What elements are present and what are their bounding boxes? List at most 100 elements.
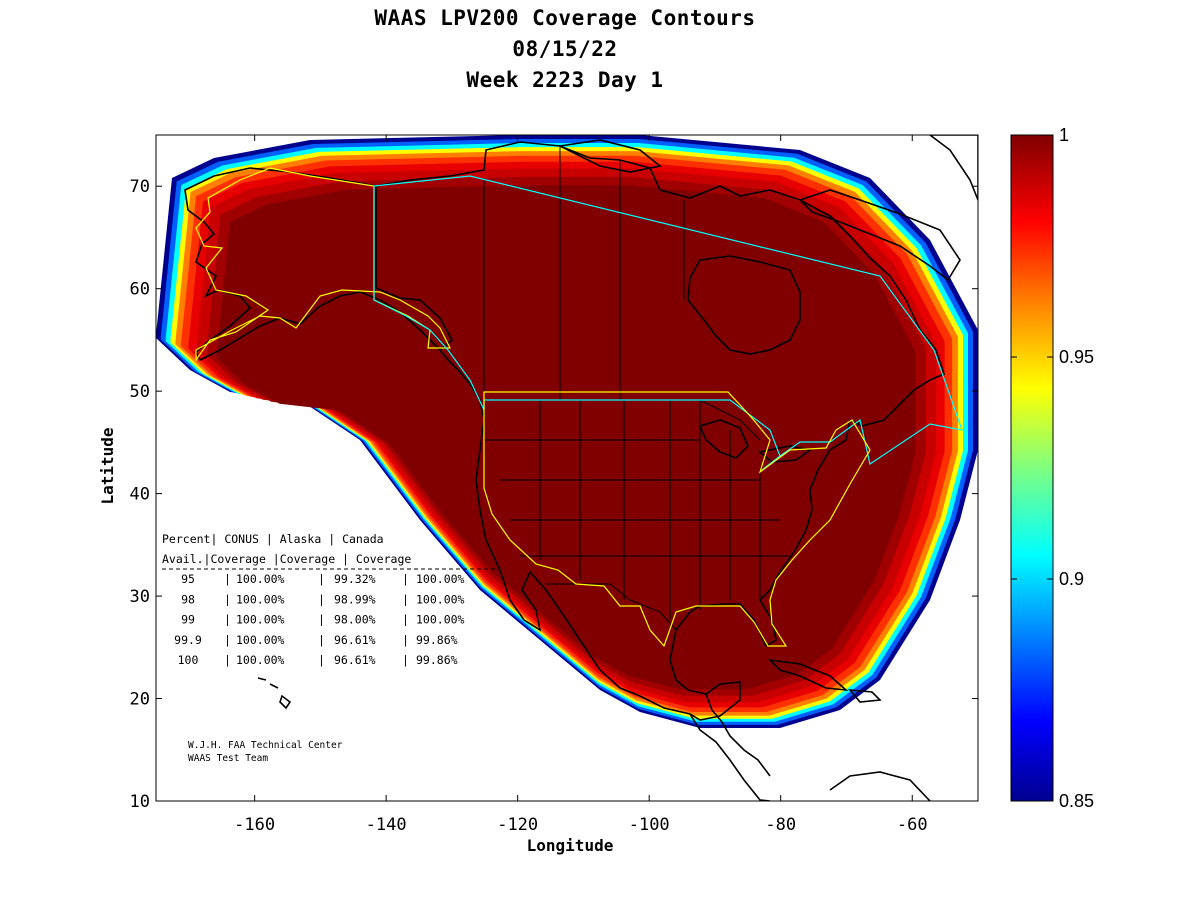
y-axis-ticks: 10 20 30 40 50 60 70 — [130, 177, 978, 812]
alaska-coast — [184, 167, 454, 362]
south-america-coast — [829, 771, 931, 801]
table-cell-pct: 100 — [178, 653, 199, 667]
y-tick-label-1: 20 — [130, 690, 150, 710]
arctic-island-coast — [557, 139, 662, 173]
table-cell-alaska: 98.99% — [334, 592, 376, 606]
y-tick-label-4: 50 — [130, 382, 150, 402]
table-cell-conus: 100.00% — [236, 613, 285, 627]
table-separator: | — [318, 653, 325, 667]
cb-tick-label-0: 1 — [1059, 125, 1069, 145]
hispaniola-coast — [848, 689, 882, 703]
table-row: 98 100.00% 98.99% 100.00% | | | — [181, 592, 464, 606]
x-tick-label-5: -60 — [897, 815, 928, 835]
table-row: 99.9 100.00% 96.61% 99.86% | | | — [174, 633, 457, 647]
coverage-band-9 — [216, 185, 916, 690]
chart-week: Week 2223 Day 1 — [466, 68, 664, 92]
coverage-contours — [156, 135, 978, 728]
table-separator: | — [318, 613, 325, 627]
y-tick-label-3: 40 — [130, 485, 150, 505]
region-boundaries — [195, 167, 963, 648]
x-axis-ticks: -160 -140 -120 -100 -80 -60 — [234, 135, 928, 835]
table-header-row-2: Avail.|Coverage |Coverage | Coverage — [162, 552, 411, 566]
table-row: 99 100.00% 98.00% 100.00% | | | — [181, 613, 464, 627]
table-separator: | — [224, 613, 231, 627]
table-separator: | — [318, 572, 325, 586]
hudson-bay-coast — [687, 255, 801, 355]
table-cell-conus: 100.00% — [236, 653, 285, 667]
x-tick-label-4: -80 — [765, 815, 796, 835]
y-tick-label-2: 30 — [130, 587, 150, 607]
coastline-outlines — [184, 135, 978, 801]
chart-title: WAAS LPV200 Coverage Contours — [374, 6, 756, 30]
table-cell-pct: 98 — [181, 592, 195, 606]
header-percent: Percent — [162, 532, 210, 546]
header-coverage-conus: Coverage — [210, 552, 265, 566]
x-tick-label-3: -100 — [629, 815, 670, 835]
table-separator: | — [224, 592, 231, 606]
table-cell-canada: 99.86% — [416, 653, 458, 667]
table-separator: | — [402, 592, 409, 606]
credit-line-2: WAAS Test Team — [188, 753, 268, 764]
cb-tick-label-2: 0.9 — [1059, 569, 1084, 589]
canada-province-lines — [483, 146, 685, 400]
cb-tick-label-3: 0.85 — [1059, 791, 1094, 811]
colorbar — [1010, 134, 1054, 802]
plot-frame — [155, 134, 979, 802]
table-cell-conus: 100.00% — [236, 633, 285, 647]
table-row: 100 100.00% 96.61% 99.86% | | | — [178, 653, 458, 667]
table-separator: | — [402, 613, 409, 627]
table-separator: | — [224, 653, 231, 667]
table-cell-canada: 100.00% — [416, 572, 465, 586]
state-lines-horizontal — [484, 439, 790, 557]
table-cell-pct: 99.9 — [174, 633, 202, 647]
chart-date: 08/15/22 — [512, 37, 618, 61]
header-canada: Canada — [342, 532, 384, 546]
table-cell-conus: 100.00% — [236, 572, 285, 586]
y-tick-label-5: 60 — [130, 280, 150, 300]
conus-boundary — [483, 391, 871, 648]
central-america-east-coast — [705, 693, 771, 777]
y-tick-label-6: 70 — [130, 177, 150, 197]
table-separator: | — [318, 592, 325, 606]
coverage-stats-table: Percent| CONUS | Alaska | Canada Avail.|… — [162, 532, 500, 667]
header-alaska: Alaska — [280, 532, 322, 546]
y-tick-label-0: 10 — [130, 792, 150, 812]
table-row: 95 100.00% 99.32% 100.00% | | | — [181, 572, 464, 586]
hawaii-coast — [257, 677, 292, 710]
lake-erie-coast — [758, 445, 812, 463]
colorbar-ticks: 1 0.95 0.9 0.85 — [1011, 125, 1094, 811]
table-cell-canada: 99.86% — [416, 633, 458, 647]
header-coverage-alaska: Coverage — [280, 552, 335, 566]
table-cell-canada: 100.00% — [416, 613, 465, 627]
table-cell-canada: 100.00% — [416, 592, 465, 606]
x-tick-label-0: -160 — [234, 815, 275, 835]
baffin-island-coast — [798, 189, 961, 282]
credit-line-1: W.J.H. FAA Technical Center — [188, 740, 343, 751]
table-separator: | — [318, 633, 325, 647]
header-conus: CONUS — [224, 532, 259, 546]
header-avail: Avail. — [162, 552, 204, 566]
table-cell-alaska: 98.00% — [334, 613, 376, 627]
us-mexico-border — [546, 583, 677, 631]
x-tick-label-2: -120 — [497, 815, 538, 835]
table-cell-alaska: 96.61% — [334, 653, 376, 667]
table-separator: | — [224, 572, 231, 586]
table-separator: | — [402, 633, 409, 647]
cb-tick-label-1: 0.95 — [1059, 347, 1094, 367]
table-cell-pct: 99 — [181, 613, 195, 627]
x-tick-label-1: -140 — [366, 815, 407, 835]
header-coverage-canada: Coverage — [356, 552, 411, 566]
greenland-coast — [928, 135, 978, 201]
x-axis-label: Longitude — [527, 836, 614, 855]
great-lakes-coast — [698, 419, 749, 459]
table-separator: | — [402, 572, 409, 586]
table-separator: | — [224, 633, 231, 647]
y-axis-label: Latitude — [98, 427, 117, 504]
table-cell-conus: 100.00% — [236, 592, 285, 606]
table-rows: 95 100.00% 99.32% 100.00% | | | 98 100.00% 98.99%… — [174, 572, 464, 667]
table-cell-pct: 95 — [181, 572, 195, 586]
table-cell-alaska: 99.32% — [334, 572, 376, 586]
central-america-coast — [689, 713, 771, 801]
table-header-row-1: Percent| CONUS | Alaska | Canada — [162, 532, 384, 546]
